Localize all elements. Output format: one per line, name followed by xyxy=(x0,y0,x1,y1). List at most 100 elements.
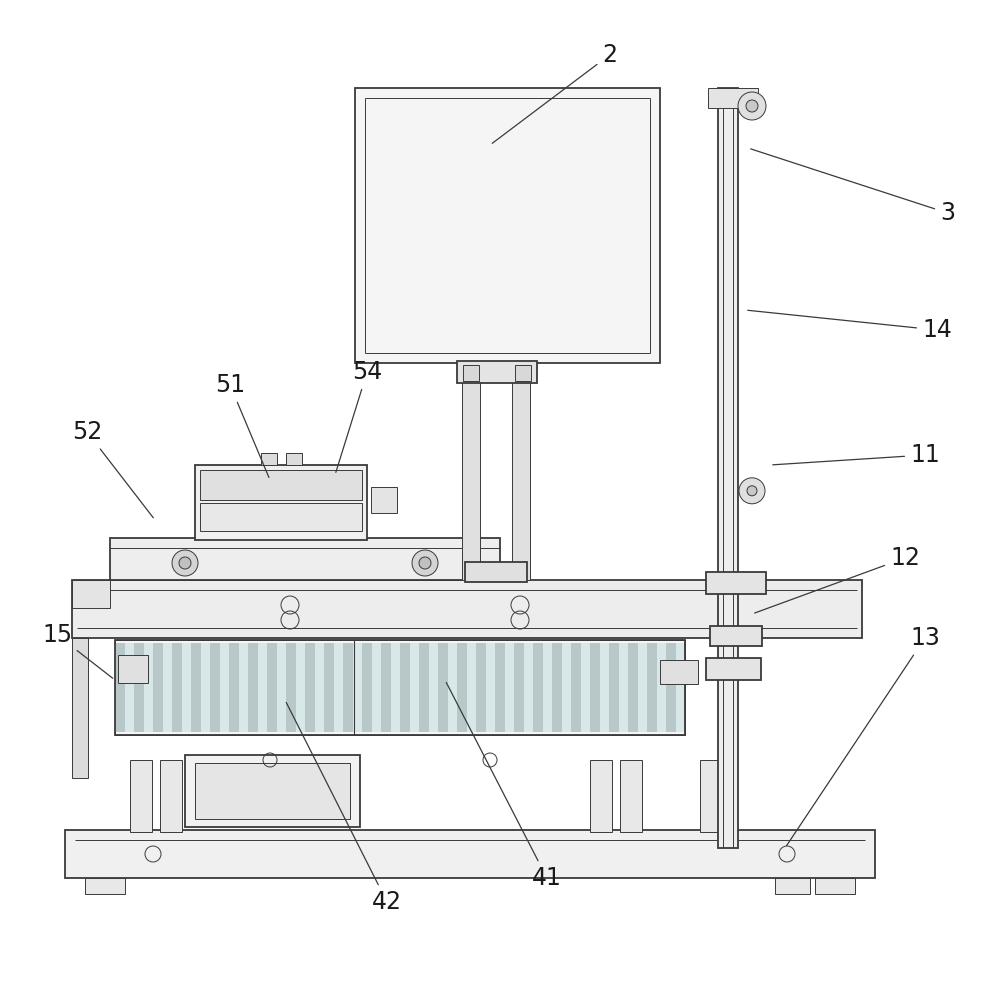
Circle shape xyxy=(179,557,191,569)
Bar xyxy=(561,643,571,732)
Bar xyxy=(476,643,485,732)
Bar xyxy=(277,643,286,732)
Text: 15: 15 xyxy=(42,623,113,678)
Bar xyxy=(130,760,152,832)
Bar xyxy=(628,643,637,732)
Bar xyxy=(700,760,718,832)
Bar xyxy=(305,643,314,732)
Bar xyxy=(295,643,305,732)
Bar xyxy=(542,643,552,732)
Bar xyxy=(666,643,676,732)
Bar xyxy=(72,580,862,638)
Bar xyxy=(143,643,153,732)
Circle shape xyxy=(419,557,431,569)
Text: 3: 3 xyxy=(751,149,955,225)
Bar xyxy=(210,643,219,732)
Bar xyxy=(485,643,495,732)
Bar xyxy=(353,643,362,732)
Bar xyxy=(710,626,762,646)
Bar xyxy=(261,453,277,465)
Bar xyxy=(343,643,353,732)
Circle shape xyxy=(746,100,758,112)
Bar xyxy=(72,580,110,608)
Bar xyxy=(355,88,660,363)
Text: 42: 42 xyxy=(287,702,402,914)
Bar xyxy=(362,643,371,732)
Circle shape xyxy=(747,486,757,496)
Bar xyxy=(524,643,533,732)
Bar xyxy=(552,643,561,732)
Bar xyxy=(124,643,134,732)
Text: 52: 52 xyxy=(72,420,153,518)
Bar xyxy=(314,643,324,732)
Circle shape xyxy=(412,550,438,576)
Bar xyxy=(457,643,466,732)
Bar xyxy=(590,760,612,832)
Text: 11: 11 xyxy=(773,443,940,467)
Bar xyxy=(706,658,761,680)
Bar xyxy=(706,572,766,594)
Bar xyxy=(466,643,476,732)
Bar xyxy=(195,465,367,540)
Bar xyxy=(85,878,125,894)
Bar xyxy=(676,643,685,732)
Bar xyxy=(162,643,172,732)
Text: 51: 51 xyxy=(215,373,269,477)
Bar xyxy=(200,503,362,531)
Bar xyxy=(515,365,531,381)
Text: 2: 2 xyxy=(492,43,617,143)
Circle shape xyxy=(739,478,765,504)
Text: 54: 54 xyxy=(336,360,382,472)
Bar xyxy=(512,363,530,580)
Bar xyxy=(110,538,500,580)
Bar xyxy=(200,470,362,500)
Bar xyxy=(248,643,258,732)
Bar xyxy=(182,643,191,732)
Bar xyxy=(448,643,457,732)
Bar xyxy=(590,643,600,732)
Bar xyxy=(581,643,590,732)
Bar xyxy=(219,643,229,732)
Bar xyxy=(160,760,182,832)
Text: 14: 14 xyxy=(748,310,951,342)
Bar xyxy=(381,643,390,732)
Bar xyxy=(620,760,642,832)
Bar xyxy=(238,643,248,732)
Bar xyxy=(618,643,628,732)
Bar xyxy=(172,643,182,732)
Bar xyxy=(514,643,524,732)
Bar xyxy=(115,640,685,735)
Bar xyxy=(118,655,148,683)
Bar xyxy=(191,643,201,732)
Bar xyxy=(153,643,162,732)
Text: 41: 41 xyxy=(447,682,562,890)
Bar xyxy=(495,643,505,732)
Bar xyxy=(324,643,334,732)
Bar xyxy=(371,643,381,732)
Bar xyxy=(195,763,350,819)
Bar xyxy=(258,643,267,732)
Bar xyxy=(185,755,360,827)
Bar xyxy=(533,643,542,732)
Circle shape xyxy=(172,550,198,576)
Bar xyxy=(571,643,581,732)
Bar xyxy=(72,638,88,778)
Text: 13: 13 xyxy=(786,626,940,846)
Bar xyxy=(115,640,685,735)
Bar xyxy=(815,878,855,894)
Bar xyxy=(718,88,738,848)
Bar xyxy=(65,830,875,878)
Bar xyxy=(462,363,480,580)
Bar xyxy=(409,643,419,732)
Bar xyxy=(457,361,537,383)
Bar xyxy=(334,643,343,732)
Bar xyxy=(286,453,302,465)
Bar xyxy=(647,643,656,732)
Bar xyxy=(609,643,618,732)
Bar xyxy=(600,643,609,732)
Bar xyxy=(637,643,647,732)
Bar xyxy=(371,487,397,513)
Bar xyxy=(286,643,295,732)
Bar xyxy=(400,643,409,732)
Circle shape xyxy=(738,92,766,120)
